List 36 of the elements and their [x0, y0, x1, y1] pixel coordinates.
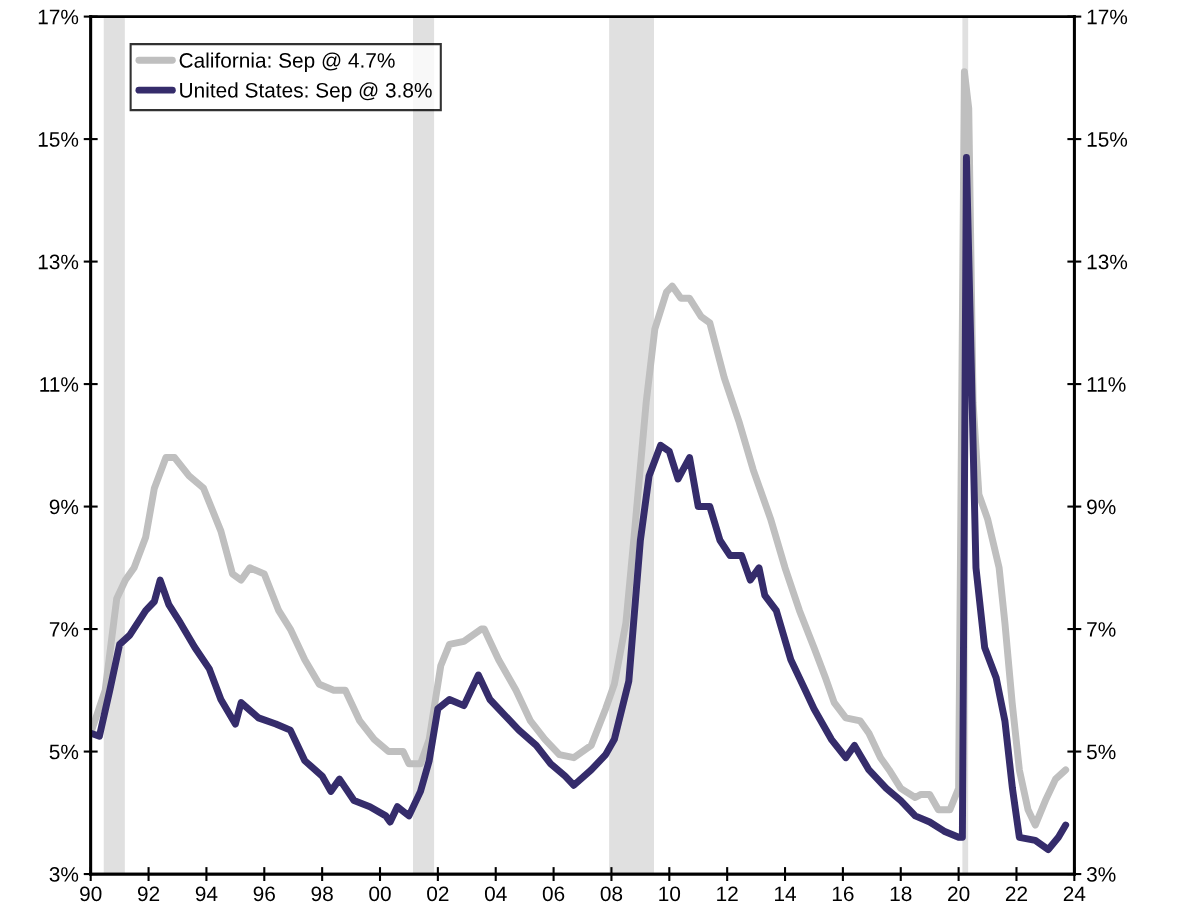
x-tick-label: 06	[542, 886, 565, 902]
y2-tick-label: 9%	[1087, 499, 1116, 515]
legend-label: United States: Sep @ 3.8%	[180, 82, 432, 102]
y-tick-label: 7%	[49, 622, 79, 637]
legend-label: California: Sep @ 4.7%	[179, 52, 395, 72]
y-tick-label: 11%	[40, 377, 79, 392]
x-tick-label: 24	[1063, 886, 1086, 901]
x-tick-label: 08	[600, 886, 623, 902]
y2-tick-label: 15%	[1087, 132, 1128, 147]
x-tick-label: 00	[369, 886, 391, 902]
y-tick-label: 15%	[38, 132, 79, 147]
y2-tick-label: 17%	[1087, 9, 1128, 25]
y-tick-label: 3%	[49, 867, 79, 882]
x-tick-label: 18	[890, 886, 912, 902]
x-tick-label: 04	[484, 886, 507, 902]
x-tick-label: 22	[1005, 886, 1028, 901]
x-tick-label: 10	[659, 886, 681, 902]
x-tick-label: 96	[253, 886, 275, 902]
x-tick-label: 02	[427, 886, 449, 902]
y2-tick-label: 11%	[1087, 377, 1126, 392]
y-tick-label: 5%	[49, 744, 79, 760]
x-tick-label: 92	[137, 886, 160, 902]
x-tick-label: 20	[948, 886, 970, 902]
x-tick-label: 12	[717, 886, 738, 901]
x-tick-label: 98	[311, 886, 333, 902]
x-tick-label: 90	[80, 886, 102, 902]
y-tick-label: 13%	[38, 254, 79, 270]
x-tick-label: 16	[832, 886, 854, 902]
x-tick-label: 14	[775, 886, 797, 901]
y2-tick-label: 3%	[1086, 867, 1116, 882]
y-tick-label: 9%	[49, 499, 79, 515]
y2-tick-label: 5%	[1086, 744, 1116, 760]
y2-tick-label: 7%	[1087, 622, 1116, 637]
y-tick-label: 17%	[38, 9, 79, 25]
y2-tick-label: 13%	[1087, 254, 1128, 270]
x-tick-label: 94	[195, 886, 218, 902]
